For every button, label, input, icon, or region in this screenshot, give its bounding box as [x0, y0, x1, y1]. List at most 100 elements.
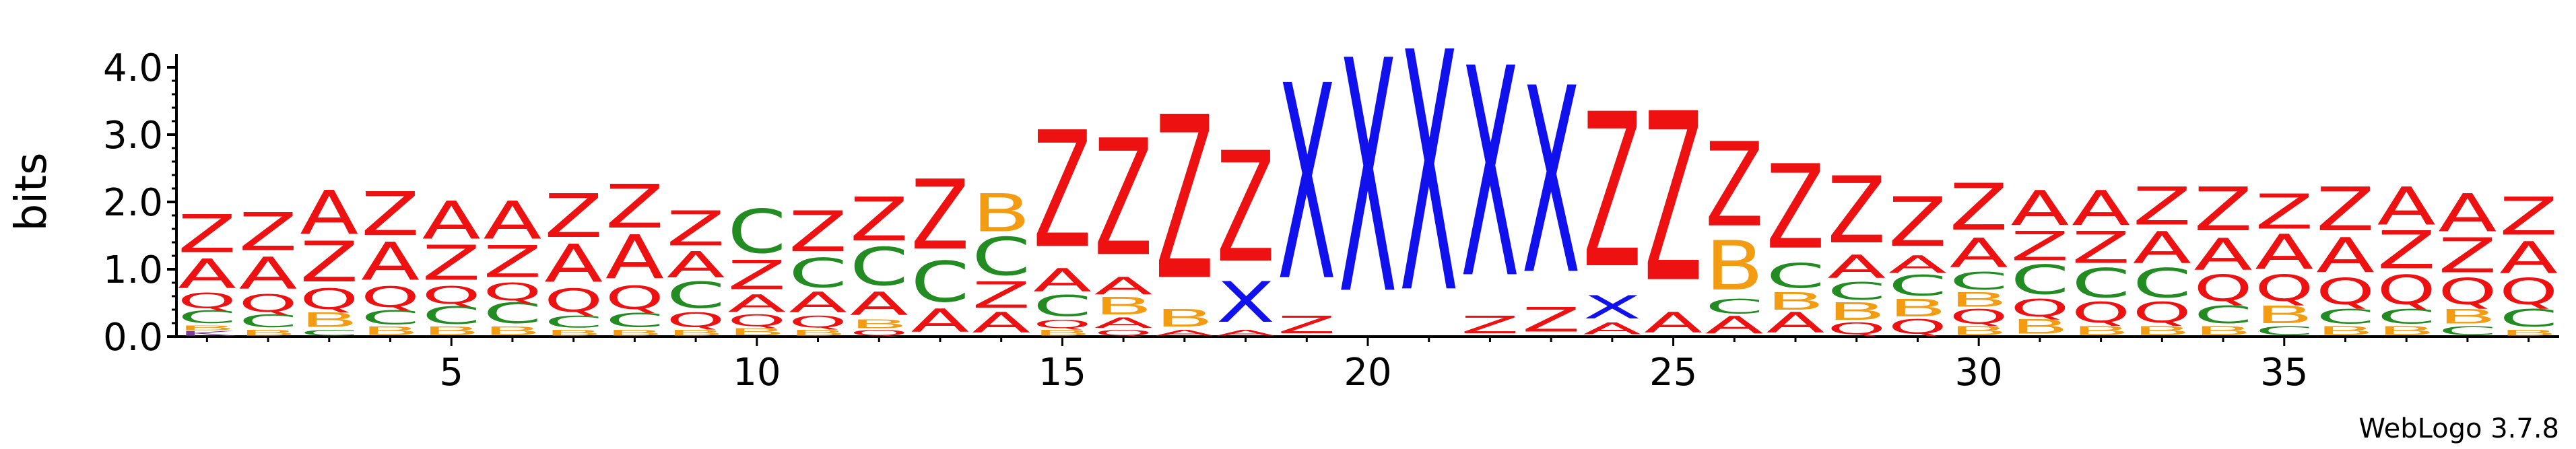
- logo-letter-c: C: [850, 238, 909, 298]
- logo-letter-c: C: [2377, 305, 2436, 328]
- x-tick-label: 15: [1038, 351, 1086, 394]
- logo-letter-a: A: [2010, 181, 2069, 237]
- logo-letter-q: Q: [605, 280, 664, 317]
- logo-letter-x: X: [1399, 0, 1458, 367]
- logo-letter-x: X: [1338, 0, 1397, 366]
- y-tick-label: 3.0: [103, 114, 163, 158]
- logo-letter-z: Z: [1644, 65, 1703, 335]
- logo-letter-b: B: [2438, 305, 2497, 329]
- logo-letter-b: B: [2499, 328, 2558, 337]
- logo-letter-q: Q: [2255, 268, 2313, 310]
- logo-letter-b: B: [1705, 228, 1764, 306]
- logo-letter-z: Z: [2194, 174, 2253, 244]
- logo-letter-c: C: [1033, 289, 1092, 323]
- logo-letter-q: Q: [178, 289, 236, 313]
- logo-letter-c: C: [483, 297, 541, 329]
- logo-letter-q: Q: [1094, 328, 1153, 337]
- logo-letter-q: Q: [483, 278, 541, 306]
- logo-letter-b: B: [1950, 288, 2008, 312]
- logo-letter-q: Q: [2133, 296, 2191, 329]
- logo-letter-q: Q: [300, 283, 358, 316]
- logo-letter-x: X: [1461, 8, 1519, 343]
- logo-letter-b: B: [178, 324, 236, 332]
- logo-letter-a: A: [605, 222, 664, 292]
- logo-letter-z: Z: [2072, 222, 2130, 273]
- logo-letter-b: B: [361, 324, 420, 337]
- logo-letter-z: Z: [2255, 184, 2313, 240]
- logo-letter-q: Q: [789, 313, 847, 332]
- logo-letter-z: Z: [1094, 106, 1153, 292]
- logo-letter-a: A: [1644, 307, 1703, 339]
- logo-letter-x: X: [1216, 270, 1275, 335]
- logo-letter-c: C: [605, 310, 664, 332]
- logo-letter-c: C: [1766, 257, 1824, 296]
- logo-letter-b: B: [544, 328, 603, 337]
- logo-letter-b: B: [2010, 315, 2069, 339]
- logo-letter-a: A: [1033, 262, 1092, 299]
- logo-letter-c: C: [2316, 305, 2375, 328]
- logo-letter-z: Z: [911, 160, 969, 271]
- x-tick-label: 35: [2260, 351, 2308, 394]
- logo-letter-z: Z: [1522, 300, 1581, 339]
- logo-letter-a: A: [1705, 311, 1764, 339]
- logo-letter-q: Q: [727, 312, 786, 331]
- logo-letter-c: C: [2072, 261, 2130, 307]
- logo-letter-a: A: [1766, 307, 1824, 339]
- logo-letter-q: Q: [2194, 268, 2253, 310]
- logo-letter-z: Z: [239, 202, 298, 263]
- logo-letter-c: C: [239, 311, 298, 331]
- logo-letter-q: Q: [1888, 316, 1947, 339]
- y-tick-label: 0.0: [103, 316, 163, 359]
- logo-letter-z: Z: [422, 236, 481, 291]
- logo-letter-q: Q: [544, 283, 603, 320]
- logo-letter-c: C: [544, 313, 603, 332]
- logo-letter-c: C: [2194, 301, 2253, 329]
- logo-letter-c: C: [1888, 269, 1947, 302]
- logo-letter-b: B: [300, 308, 358, 332]
- logo-letter-b: B: [972, 183, 1030, 244]
- logo-letter-b: B: [605, 328, 664, 337]
- logo-letter-q: Q: [2316, 271, 2375, 313]
- x-tick-label: 10: [733, 351, 781, 394]
- logo-letter-x: X: [1583, 289, 1641, 326]
- logo-letter-b: B: [789, 328, 847, 337]
- logo-letter-q: Q: [1950, 306, 2008, 329]
- logo-letter-k: K: [178, 330, 236, 337]
- logo-letter-z: Z: [1033, 98, 1092, 284]
- logo-letter-z: Z: [972, 275, 1030, 316]
- x-tick-label: 25: [1649, 351, 1697, 394]
- logo-letter-z: Z: [1950, 171, 2008, 245]
- logo-letter-a: A: [2255, 225, 2313, 281]
- logo-letter-z: Z: [1461, 311, 1519, 339]
- logo-letter-b: B: [667, 328, 725, 337]
- logo-letter-a: A: [1094, 314, 1153, 331]
- logo-letter-q: Q: [850, 328, 909, 337]
- logo-letter-z: Z: [2316, 174, 2375, 244]
- x-tick-label: 20: [1344, 351, 1391, 394]
- logo-letter-c: C: [300, 328, 358, 337]
- logo-letter-a: A: [1583, 319, 1641, 338]
- logo-letter-z: Z: [1705, 118, 1764, 253]
- logo-letter-z: Z: [789, 199, 847, 265]
- logo-letter-z: Z: [1766, 141, 1824, 275]
- logo-letter-z: Z: [300, 230, 358, 295]
- logo-letter-c: C: [1950, 267, 2008, 296]
- logo-letter-a: A: [483, 191, 541, 251]
- logo-letter-z: Z: [605, 172, 664, 242]
- logo-letter-z: Z: [1583, 69, 1641, 316]
- logo-letter-a: A: [727, 289, 786, 318]
- logo-letter-q: Q: [239, 289, 298, 317]
- logo-letter-a: A: [2499, 232, 2558, 283]
- logo-letter-a: A: [2194, 229, 2253, 280]
- logo-letter-a: A: [178, 251, 236, 298]
- logo-letter-a: A: [422, 191, 481, 251]
- logo-letter-c: C: [361, 307, 420, 329]
- logo-letter-z: Z: [1827, 158, 1886, 265]
- logo-letter-z: Z: [2133, 176, 2191, 237]
- logo-letter-b: B: [2377, 324, 2436, 338]
- logo-letter-b: B: [2072, 324, 2130, 338]
- logo-letter-q: Q: [2377, 267, 2436, 313]
- logo-letter-b: B: [2133, 324, 2191, 338]
- logo-letter-q: Q: [2010, 294, 2069, 322]
